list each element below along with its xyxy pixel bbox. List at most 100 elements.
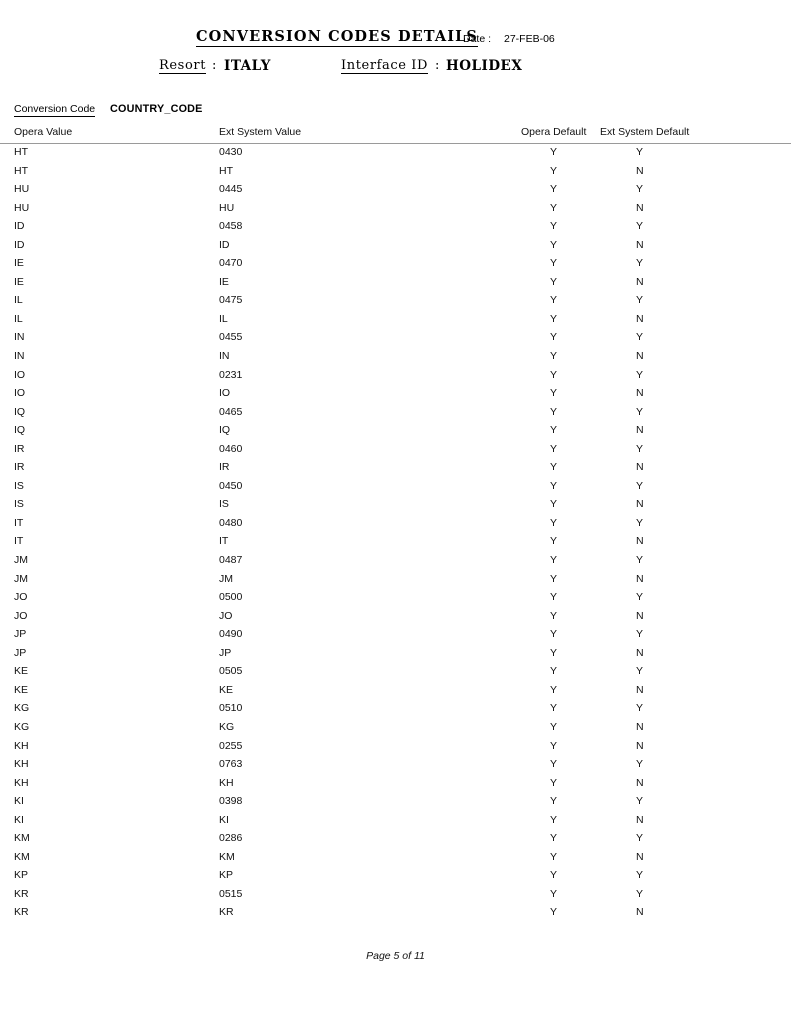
table-row: KI KI Y N bbox=[0, 814, 791, 833]
cell-ext-system-value: 0480 bbox=[219, 516, 243, 529]
cell-ext-system-default: N bbox=[636, 906, 644, 919]
cell-opera-default: Y bbox=[550, 442, 558, 455]
cell-opera-value: JO bbox=[14, 591, 28, 604]
table-row: ID 0458 Y Y bbox=[0, 220, 791, 239]
cell-opera-value: KH bbox=[14, 758, 29, 771]
cell-ext-system-value: IL bbox=[219, 312, 228, 325]
cell-opera-value: IR bbox=[14, 442, 25, 455]
cell-ext-system-value: 0510 bbox=[219, 702, 243, 715]
cell-ext-system-default: N bbox=[636, 850, 644, 863]
cell-opera-value: JO bbox=[14, 609, 28, 622]
cell-ext-system-value: 0465 bbox=[219, 405, 243, 418]
cell-ext-system-default: Y bbox=[636, 758, 644, 771]
cell-opera-value: JP bbox=[14, 628, 27, 641]
cell-ext-system-default: N bbox=[636, 424, 644, 437]
cell-opera-default: Y bbox=[550, 869, 558, 882]
cell-ext-system-default: N bbox=[636, 275, 644, 288]
cell-ext-system-default: N bbox=[636, 813, 644, 826]
table-row: KH KH Y N bbox=[0, 777, 791, 796]
cell-ext-system-default: N bbox=[636, 739, 644, 752]
cell-ext-system-value: IS bbox=[219, 498, 229, 511]
table-row: IQ 0465 Y Y bbox=[0, 406, 791, 425]
cell-opera-default: Y bbox=[550, 702, 558, 715]
table-row: KP KP Y Y bbox=[0, 869, 791, 888]
cell-ext-system-default: N bbox=[636, 387, 644, 400]
table-body: HT 0430 Y Y HT HT Y N HU 0445 Y Y HU HU Y N ID 0458 Y Y ID ID… bbox=[0, 144, 791, 925]
table-row: JM 0487 Y Y bbox=[0, 554, 791, 573]
cell-ext-system-value: 0475 bbox=[219, 294, 243, 307]
cell-ext-system-value: IT bbox=[219, 535, 229, 548]
cell-ext-system-default: N bbox=[636, 683, 644, 696]
cell-opera-value: KR bbox=[14, 887, 29, 900]
cell-ext-system-default: Y bbox=[636, 665, 644, 678]
cell-ext-system-value: 0460 bbox=[219, 442, 243, 455]
cell-ext-system-value: KR bbox=[219, 906, 234, 919]
cell-ext-system-value: 0515 bbox=[219, 887, 243, 900]
cell-opera-value: KE bbox=[14, 665, 29, 678]
cell-opera-default: Y bbox=[550, 516, 558, 529]
cell-ext-system-default: Y bbox=[636, 702, 644, 715]
cell-opera-value: KE bbox=[14, 683, 29, 696]
table-row: IO IO Y N bbox=[0, 387, 791, 406]
cell-opera-default: Y bbox=[550, 424, 558, 437]
cell-opera-value: IO bbox=[14, 368, 26, 381]
cell-opera-default: Y bbox=[550, 832, 558, 845]
report-meta-row: Resort : ITALY Interface ID : HOLIDEX bbox=[0, 58, 791, 80]
cell-ext-system-value: 0455 bbox=[219, 331, 243, 344]
cell-opera-value: JM bbox=[14, 554, 28, 567]
cell-ext-system-default: Y bbox=[636, 479, 644, 492]
table-row: IO 0231 Y Y bbox=[0, 369, 791, 388]
cell-opera-default: Y bbox=[550, 850, 558, 863]
cell-opera-default: Y bbox=[550, 275, 558, 288]
cell-opera-default: Y bbox=[550, 683, 558, 696]
cell-ext-system-default: Y bbox=[636, 887, 644, 900]
table-row: KR 0515 Y Y bbox=[0, 888, 791, 907]
cell-ext-system-default: N bbox=[636, 720, 644, 733]
table-row: KG 0510 Y Y bbox=[0, 702, 791, 721]
cell-opera-default: Y bbox=[550, 758, 558, 771]
cell-ext-system-default: Y bbox=[636, 628, 644, 641]
conversion-codes-table: Opera Value Ext System Value Opera Defau… bbox=[0, 126, 791, 925]
table-row: KR KR Y N bbox=[0, 906, 791, 925]
table-row: IL 0475 Y Y bbox=[0, 294, 791, 313]
cell-opera-value: IR bbox=[14, 461, 25, 474]
table-row: IT IT Y N bbox=[0, 535, 791, 554]
cell-opera-default: Y bbox=[550, 776, 558, 789]
date-label: Date : bbox=[463, 33, 492, 45]
cell-opera-default: Y bbox=[550, 591, 558, 604]
table-row: HT HT Y N bbox=[0, 165, 791, 184]
cell-ext-system-value: KG bbox=[219, 720, 235, 733]
cell-ext-system-value: 0470 bbox=[219, 257, 243, 270]
cell-opera-value: KH bbox=[14, 739, 29, 752]
cell-opera-value: IN bbox=[14, 331, 25, 344]
cell-ext-system-value: 0505 bbox=[219, 665, 243, 678]
cell-opera-default: Y bbox=[550, 813, 558, 826]
cell-opera-default: Y bbox=[550, 257, 558, 270]
cell-opera-value: IS bbox=[14, 479, 24, 492]
cell-ext-system-value: IE bbox=[219, 275, 229, 288]
cell-opera-value: KM bbox=[14, 850, 30, 863]
table-row: JP 0490 Y Y bbox=[0, 628, 791, 647]
cell-ext-system-value: 0286 bbox=[219, 832, 243, 845]
cell-opera-default: Y bbox=[550, 887, 558, 900]
cell-ext-system-default: N bbox=[636, 164, 644, 177]
interface-id-value: HOLIDEX bbox=[446, 58, 523, 74]
cell-ext-system-default: N bbox=[636, 572, 644, 585]
resort-label: Resort bbox=[159, 58, 207, 74]
cell-ext-system-default: Y bbox=[636, 869, 644, 882]
cell-opera-value: KR bbox=[14, 906, 29, 919]
cell-opera-default: Y bbox=[550, 294, 558, 307]
cell-ext-system-value: KP bbox=[219, 869, 234, 882]
conversion-code-label: Conversion Code bbox=[14, 103, 96, 117]
cell-opera-default: Y bbox=[550, 405, 558, 418]
table-row: JP JP Y N bbox=[0, 647, 791, 666]
page-number: Page 5 of 11 bbox=[366, 950, 425, 962]
cell-ext-system-value: 0398 bbox=[219, 795, 243, 808]
cell-opera-default: Y bbox=[550, 461, 558, 474]
cell-ext-system-default: N bbox=[636, 498, 644, 511]
cell-opera-default: Y bbox=[550, 201, 558, 214]
cell-opera-default: Y bbox=[550, 628, 558, 641]
cell-opera-value: KI bbox=[14, 795, 24, 808]
table-row: KG KG Y N bbox=[0, 721, 791, 740]
